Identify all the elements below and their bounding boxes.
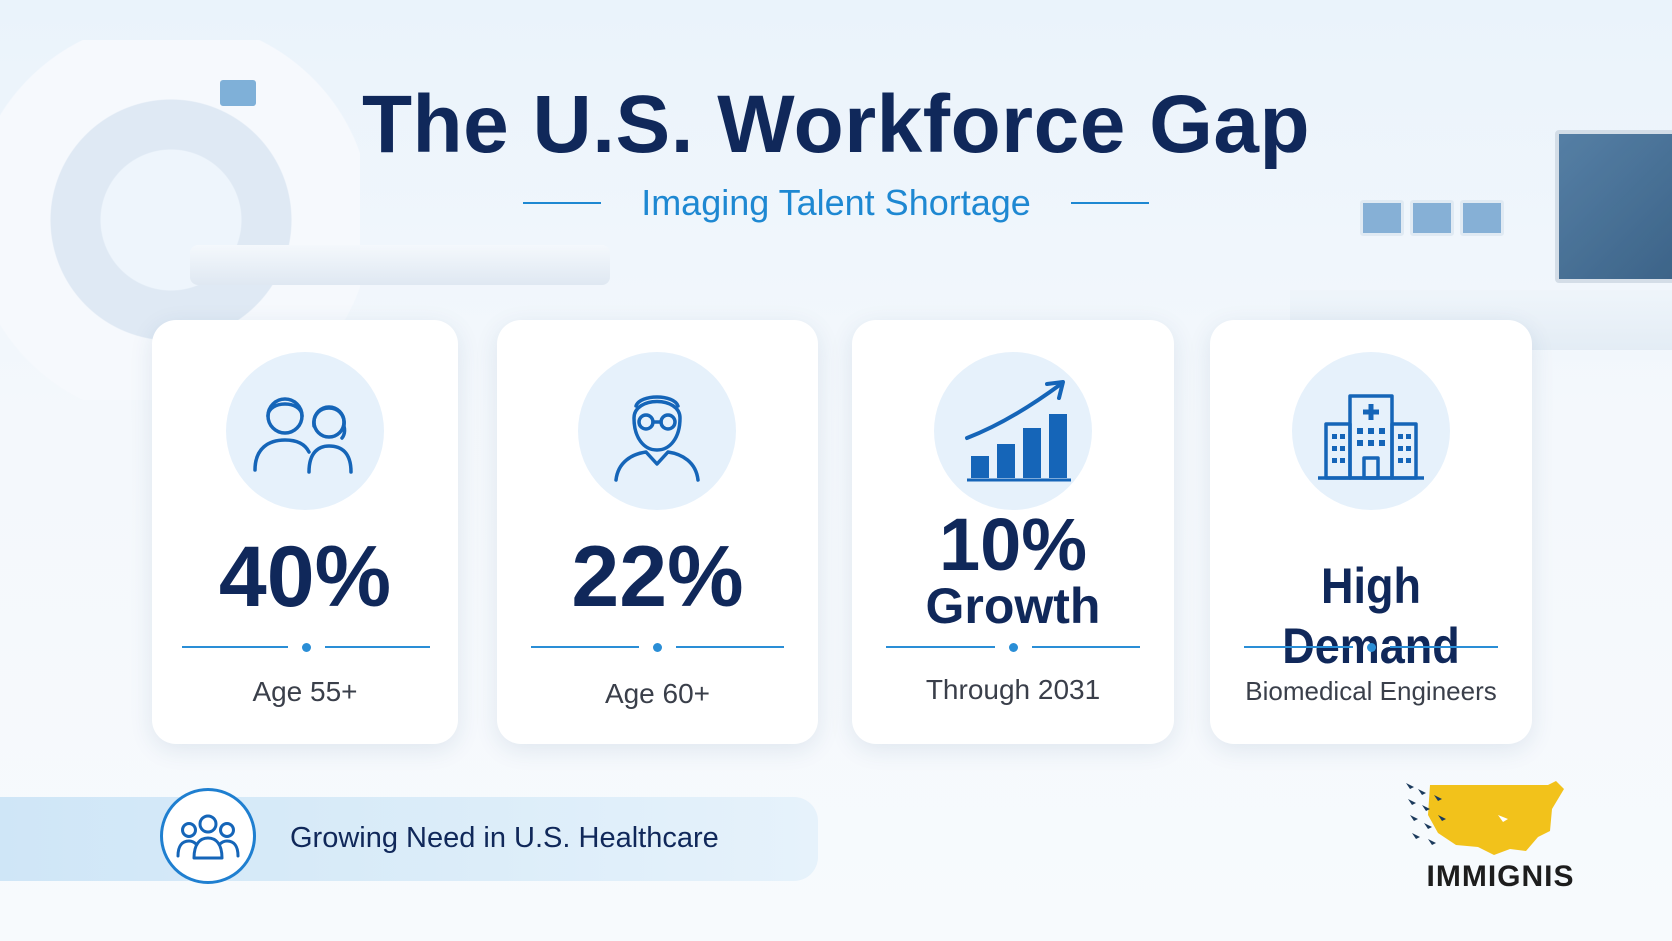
stat-label: Age 60+	[604, 678, 711, 709]
stat-value: 40%	[218, 529, 392, 625]
lab-monitor-image	[1360, 200, 1404, 236]
stat-card-growth: 10% Growth Through 2031	[852, 320, 1174, 744]
stat-label: Through 2031	[925, 674, 1101, 705]
lab-monitor-image	[1410, 200, 1454, 236]
stat-value: High Demand	[1282, 558, 1460, 674]
card-divider	[531, 642, 784, 652]
senior-person-icon	[578, 352, 736, 510]
people-icon	[226, 352, 384, 510]
stat-label: Biomedical Engineers	[1245, 676, 1497, 706]
xray-monitor-image	[1555, 130, 1672, 283]
immignis-logo	[1398, 775, 1603, 895]
card-divider	[886, 642, 1140, 652]
footer-banner	[0, 797, 818, 881]
stat-card-age-55: 40% Age 55+	[152, 320, 458, 744]
banner-text: Growing Need in U.S. Healthcare	[290, 822, 719, 854]
page-subtitle: Imaging Talent Shortage	[641, 182, 1031, 223]
subtitle-row: Imaging Talent Shortage	[0, 182, 1672, 224]
group-icon	[160, 788, 256, 884]
scanner-screen-image	[220, 80, 256, 106]
stat-value-suffix: Growth	[925, 578, 1101, 634]
logo-text: IMMIGNIS	[1426, 860, 1575, 893]
hospital-icon	[1292, 352, 1450, 510]
card-divider	[1244, 642, 1498, 652]
stat-label: Age 55+	[252, 676, 358, 707]
scanner-table-image	[190, 245, 610, 285]
stat-value: 10%	[938, 503, 1088, 586]
subtitle-divider-right	[1070, 202, 1149, 204]
subtitle-divider-left	[523, 202, 602, 204]
page-title: The U.S. Workforce Gap	[361, 79, 1311, 170]
stat-card-age-60: 22% Age 60+	[497, 320, 818, 744]
card-divider	[182, 642, 430, 652]
growth-chart-icon	[934, 352, 1092, 510]
lab-monitor-image	[1460, 200, 1504, 236]
stat-value: 22%	[571, 529, 744, 625]
stat-card-high-demand: High Demand Biomedical Engineers	[1210, 320, 1532, 744]
